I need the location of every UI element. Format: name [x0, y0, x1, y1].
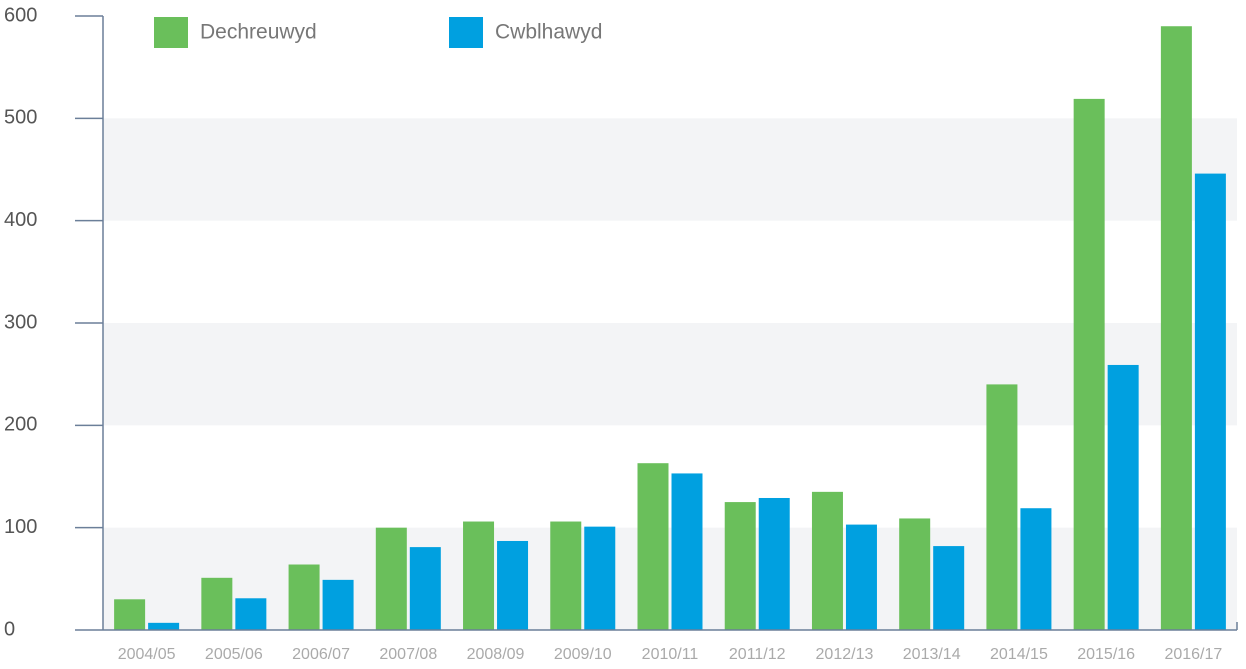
grid-band: [103, 527, 1237, 630]
bar: [899, 518, 931, 630]
x-tick-label: 2015/16: [1077, 646, 1135, 663]
y-tick-label: 100: [4, 516, 37, 538]
x-tick-label: 2013/14: [903, 646, 961, 663]
x-tick-label: 2007/08: [379, 646, 437, 663]
bar: [114, 599, 146, 630]
x-tick-label: 2006/07: [292, 646, 350, 663]
bar: [758, 497, 790, 630]
y-tick-label: 500: [4, 107, 37, 129]
bar: [1107, 364, 1139, 630]
x-tick-label: 2004/05: [118, 646, 176, 663]
x-tick-label: 2012/13: [816, 646, 874, 663]
bar: [637, 463, 669, 630]
y-tick-label: 0: [4, 618, 15, 640]
x-tick-label: 2014/15: [990, 646, 1048, 663]
legend-swatch: [154, 17, 188, 48]
y-tick-label: 600: [4, 4, 37, 26]
bar: [550, 521, 582, 630]
bar: [933, 546, 965, 630]
y-tick-label: 300: [4, 311, 37, 333]
bar: [322, 579, 354, 630]
bar: [986, 384, 1018, 630]
bar: [497, 540, 529, 630]
x-tick-label: 2011/12: [729, 646, 786, 663]
bar: [584, 526, 616, 630]
grid-band: [103, 323, 1237, 426]
x-tick-label: 2010/11: [642, 646, 699, 663]
bar: [811, 491, 843, 630]
bar: [463, 521, 495, 630]
legend-label: Dechreuwyd: [200, 21, 317, 44]
x-tick-label: 2016/17: [1164, 646, 1222, 663]
legend-label: Cwblhawyd: [495, 21, 602, 44]
bar: [288, 564, 320, 630]
bar: [845, 524, 877, 630]
bar: [1020, 508, 1052, 630]
y-tick-label: 400: [4, 209, 37, 231]
bar: [148, 622, 180, 630]
bar: [201, 577, 233, 630]
x-tick-label: 2008/09: [467, 646, 525, 663]
bar: [235, 598, 267, 630]
bar: [1194, 173, 1226, 631]
bar: [1160, 26, 1192, 630]
legend-swatch: [449, 17, 483, 48]
grid-band: [103, 118, 1237, 221]
y-tick-label: 200: [4, 414, 37, 436]
x-tick-label: 2009/10: [554, 646, 612, 663]
x-tick-label: 2005/06: [205, 646, 263, 663]
bar: [724, 502, 756, 630]
bar: [1073, 98, 1105, 630]
bar: [671, 473, 703, 630]
bar: [409, 547, 441, 630]
bar: [375, 527, 407, 630]
